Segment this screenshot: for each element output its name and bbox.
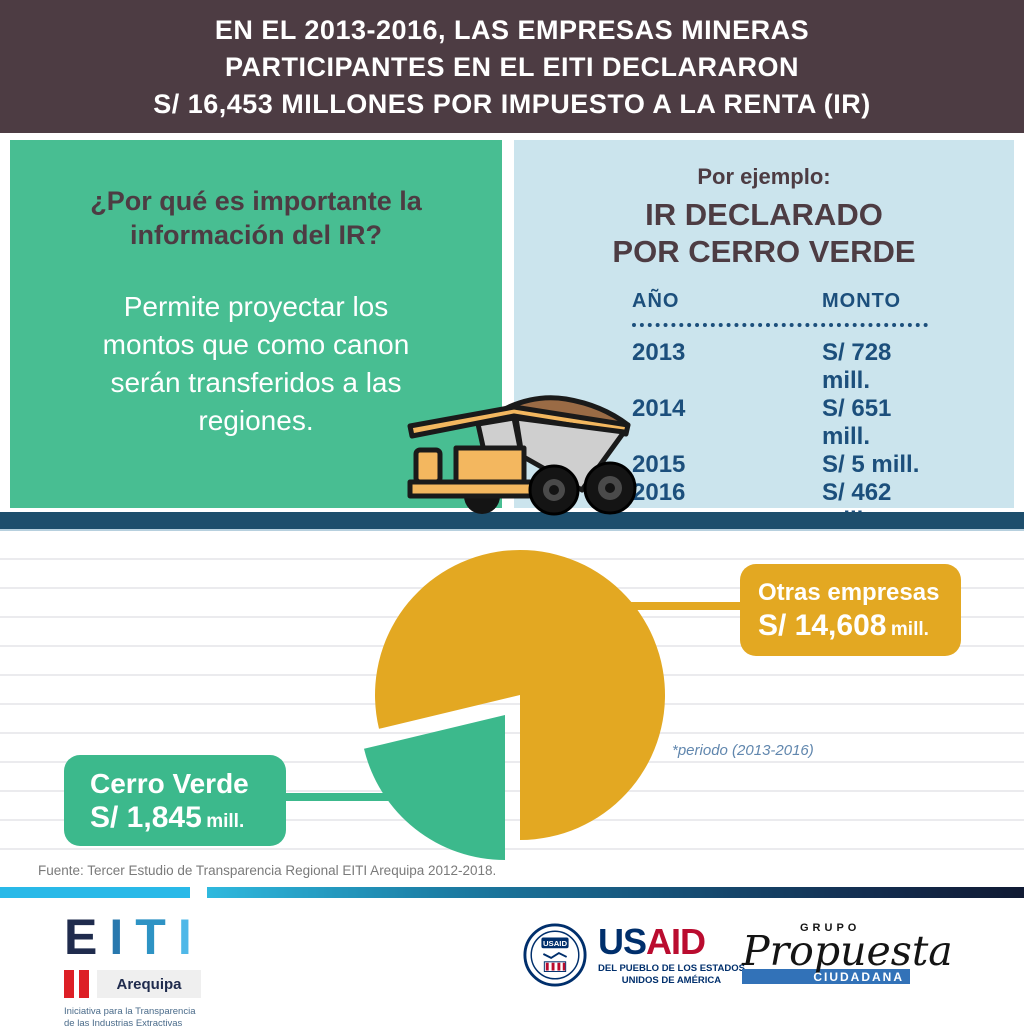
eiti-arequipa-logo: EITI Arequipa Iniciativa para la Transpa…	[64, 912, 204, 1030]
why-important-title: ¿Por qué es importante la información de…	[90, 186, 422, 250]
cerro-verde-callout: Cerro Verde S/ 1,845 mill.	[64, 755, 286, 846]
header-line-3: S/ 16,453 MILLONES POR IMPUESTO A LA REN…	[153, 89, 871, 119]
amount-cell: S/ 728 mill.	[822, 339, 892, 394]
usaid-us: US	[598, 920, 647, 962]
why-important-body: Permite proyectar los montos que como ca…	[102, 291, 410, 436]
mining-truck-icon	[407, 395, 637, 516]
usaid-aid: AID	[646, 920, 706, 962]
pie-chart	[283, 550, 744, 860]
example-title-line-1: IR DECLARADO	[645, 197, 883, 232]
usaid-subtitle-1: DEL PUEBLO DE LOS ESTADOS	[598, 962, 745, 974]
cerro-connector-line	[283, 793, 393, 801]
eiti-letter: T	[135, 909, 178, 965]
eiti-letter: I	[109, 909, 136, 965]
eiti-tagline-2: de las Industrias Extractivas	[64, 1018, 183, 1029]
example-title-line-2: POR CERRO VERDE	[612, 234, 916, 269]
section-divider	[0, 512, 1024, 529]
pie-slice-otras	[375, 550, 666, 840]
header-line-1: EN EL 2013-2016, LAS EMPRESAS MINERAS	[214, 15, 810, 45]
ir-table: AÑO MONTO 2013 S/ 728 mill. 2014 S/ 651 …	[632, 290, 942, 535]
cerro-unit: mill.	[206, 811, 245, 832]
gpc-propuesta-wordmark: Propuesta	[742, 927, 953, 975]
flag-bar-icon	[64, 970, 74, 998]
eiti-tagline-1: Iniciativa para la Transparencia	[64, 1006, 196, 1017]
grupo-propuesta-ciudadana-logo: GRUPO Propuesta CIUDADANA	[742, 922, 953, 984]
why-important-panel: ¿Por qué es importante la información de…	[10, 140, 502, 508]
period-note: *periodo (2013-2016)	[672, 742, 814, 759]
source-note: Fuente: Tercer Estudio de Transparencia …	[38, 863, 497, 878]
footer-rule-left	[0, 887, 190, 898]
otras-connector-line	[630, 602, 744, 610]
usaid-seal-text: USAID	[543, 939, 568, 948]
table-row: 2015 S/ 5 mill.	[632, 451, 942, 479]
seal-stripes	[543, 961, 567, 972]
col-year-header: AÑO	[632, 290, 680, 312]
eiti-wordmark: EITI	[64, 912, 204, 962]
otras-empresas-callout: Otras empresas S/ 14,608 mill.	[740, 564, 961, 656]
otras-unit: mill.	[890, 619, 929, 640]
flag-bar-icon	[79, 970, 89, 998]
header-line-2: PARTICIPANTES EN EL EITI DECLARARON	[224, 52, 800, 82]
example-kicker: Por ejemplo:	[697, 164, 831, 189]
gpc-ciudadana-bar: CIUDADANA	[742, 969, 910, 984]
ir-table-header: AÑO MONTO	[632, 290, 942, 313]
year-cell: 2014	[632, 395, 686, 422]
peru-flag-and-region: Arequipa	[64, 970, 204, 998]
otras-amount: S/ 14,608	[758, 609, 887, 642]
otras-label: Otras empresas	[758, 579, 940, 606]
eiti-region-label: Arequipa	[116, 975, 182, 993]
usaid-logo: USAID USAID DEL PUEBLO DE LOS ESTADOS UN…	[522, 922, 745, 988]
gpc-grupo-label: GRUPO	[800, 922, 861, 934]
cerro-amount: S/ 1,845	[90, 801, 202, 834]
usaid-subtitle-2: UNIDOS DE AMÉRICA	[621, 974, 722, 986]
table-row: 2014 S/ 651 mill.	[632, 395, 942, 451]
eiti-letter: I	[177, 909, 204, 965]
cerro-label: Cerro Verde	[90, 768, 249, 799]
header-banner: EN EL 2013-2016, LAS EMPRESAS MINERAS PA…	[0, 0, 1024, 133]
col-amount-header: MONTO	[822, 290, 902, 312]
pie-slice-cerro	[364, 715, 505, 860]
table-row: 2013 S/ 728 mill.	[632, 339, 942, 395]
usaid-seal-icon: USAID	[523, 923, 587, 987]
footer-rule-gradient	[207, 887, 1024, 898]
table-dotted-divider	[632, 323, 928, 327]
year-cell: 2015	[632, 451, 686, 478]
year-cell: 2013	[632, 339, 686, 366]
amount-cell: S/ 5 mill.	[822, 451, 920, 478]
amount-cell: S/ 651 mill.	[822, 395, 892, 450]
gpc-ciudadana-label: CIUDADANA	[813, 969, 904, 984]
section-divider-highlight	[0, 529, 1024, 531]
eiti-letter: E	[64, 909, 110, 965]
year-cell: 2016	[632, 479, 686, 506]
usaid-wordmark: USAID	[598, 920, 745, 962]
